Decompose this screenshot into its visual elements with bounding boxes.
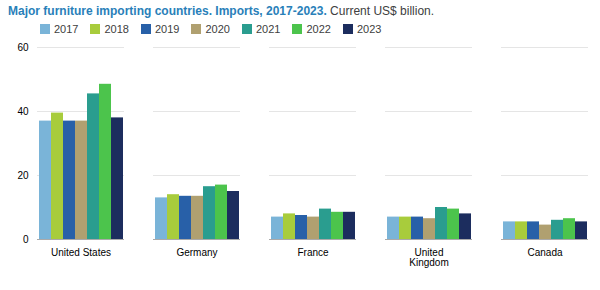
svg-text:UnitedKingdom: UnitedKingdom bbox=[409, 247, 448, 268]
html-text:2019: 2019 bbox=[155, 23, 180, 35]
html-text:Major furniture importing coun: Major furniture importing countries. Imp… bbox=[8, 4, 435, 18]
svg-text:France: France bbox=[297, 247, 329, 258]
svg-text:Canada: Canada bbox=[527, 247, 562, 258]
svg-text:60: 60 bbox=[17, 42, 29, 53]
html-text:2021: 2021 bbox=[255, 23, 281, 35]
html-text:2018: 2018 bbox=[104, 23, 129, 35]
svg-text:0: 0 bbox=[23, 234, 29, 245]
html-text:2023: 2023 bbox=[356, 23, 382, 35]
html-text:2017: 2017 bbox=[54, 23, 79, 35]
svg-text:40: 40 bbox=[17, 106, 29, 117]
html-text:2020: 2020 bbox=[205, 23, 230, 35]
html-text:2022: 2022 bbox=[306, 23, 331, 35]
svg-text:Germany: Germany bbox=[176, 247, 217, 258]
svg-text:20: 20 bbox=[17, 170, 29, 181]
svg-text:United States: United States bbox=[51, 247, 111, 258]
